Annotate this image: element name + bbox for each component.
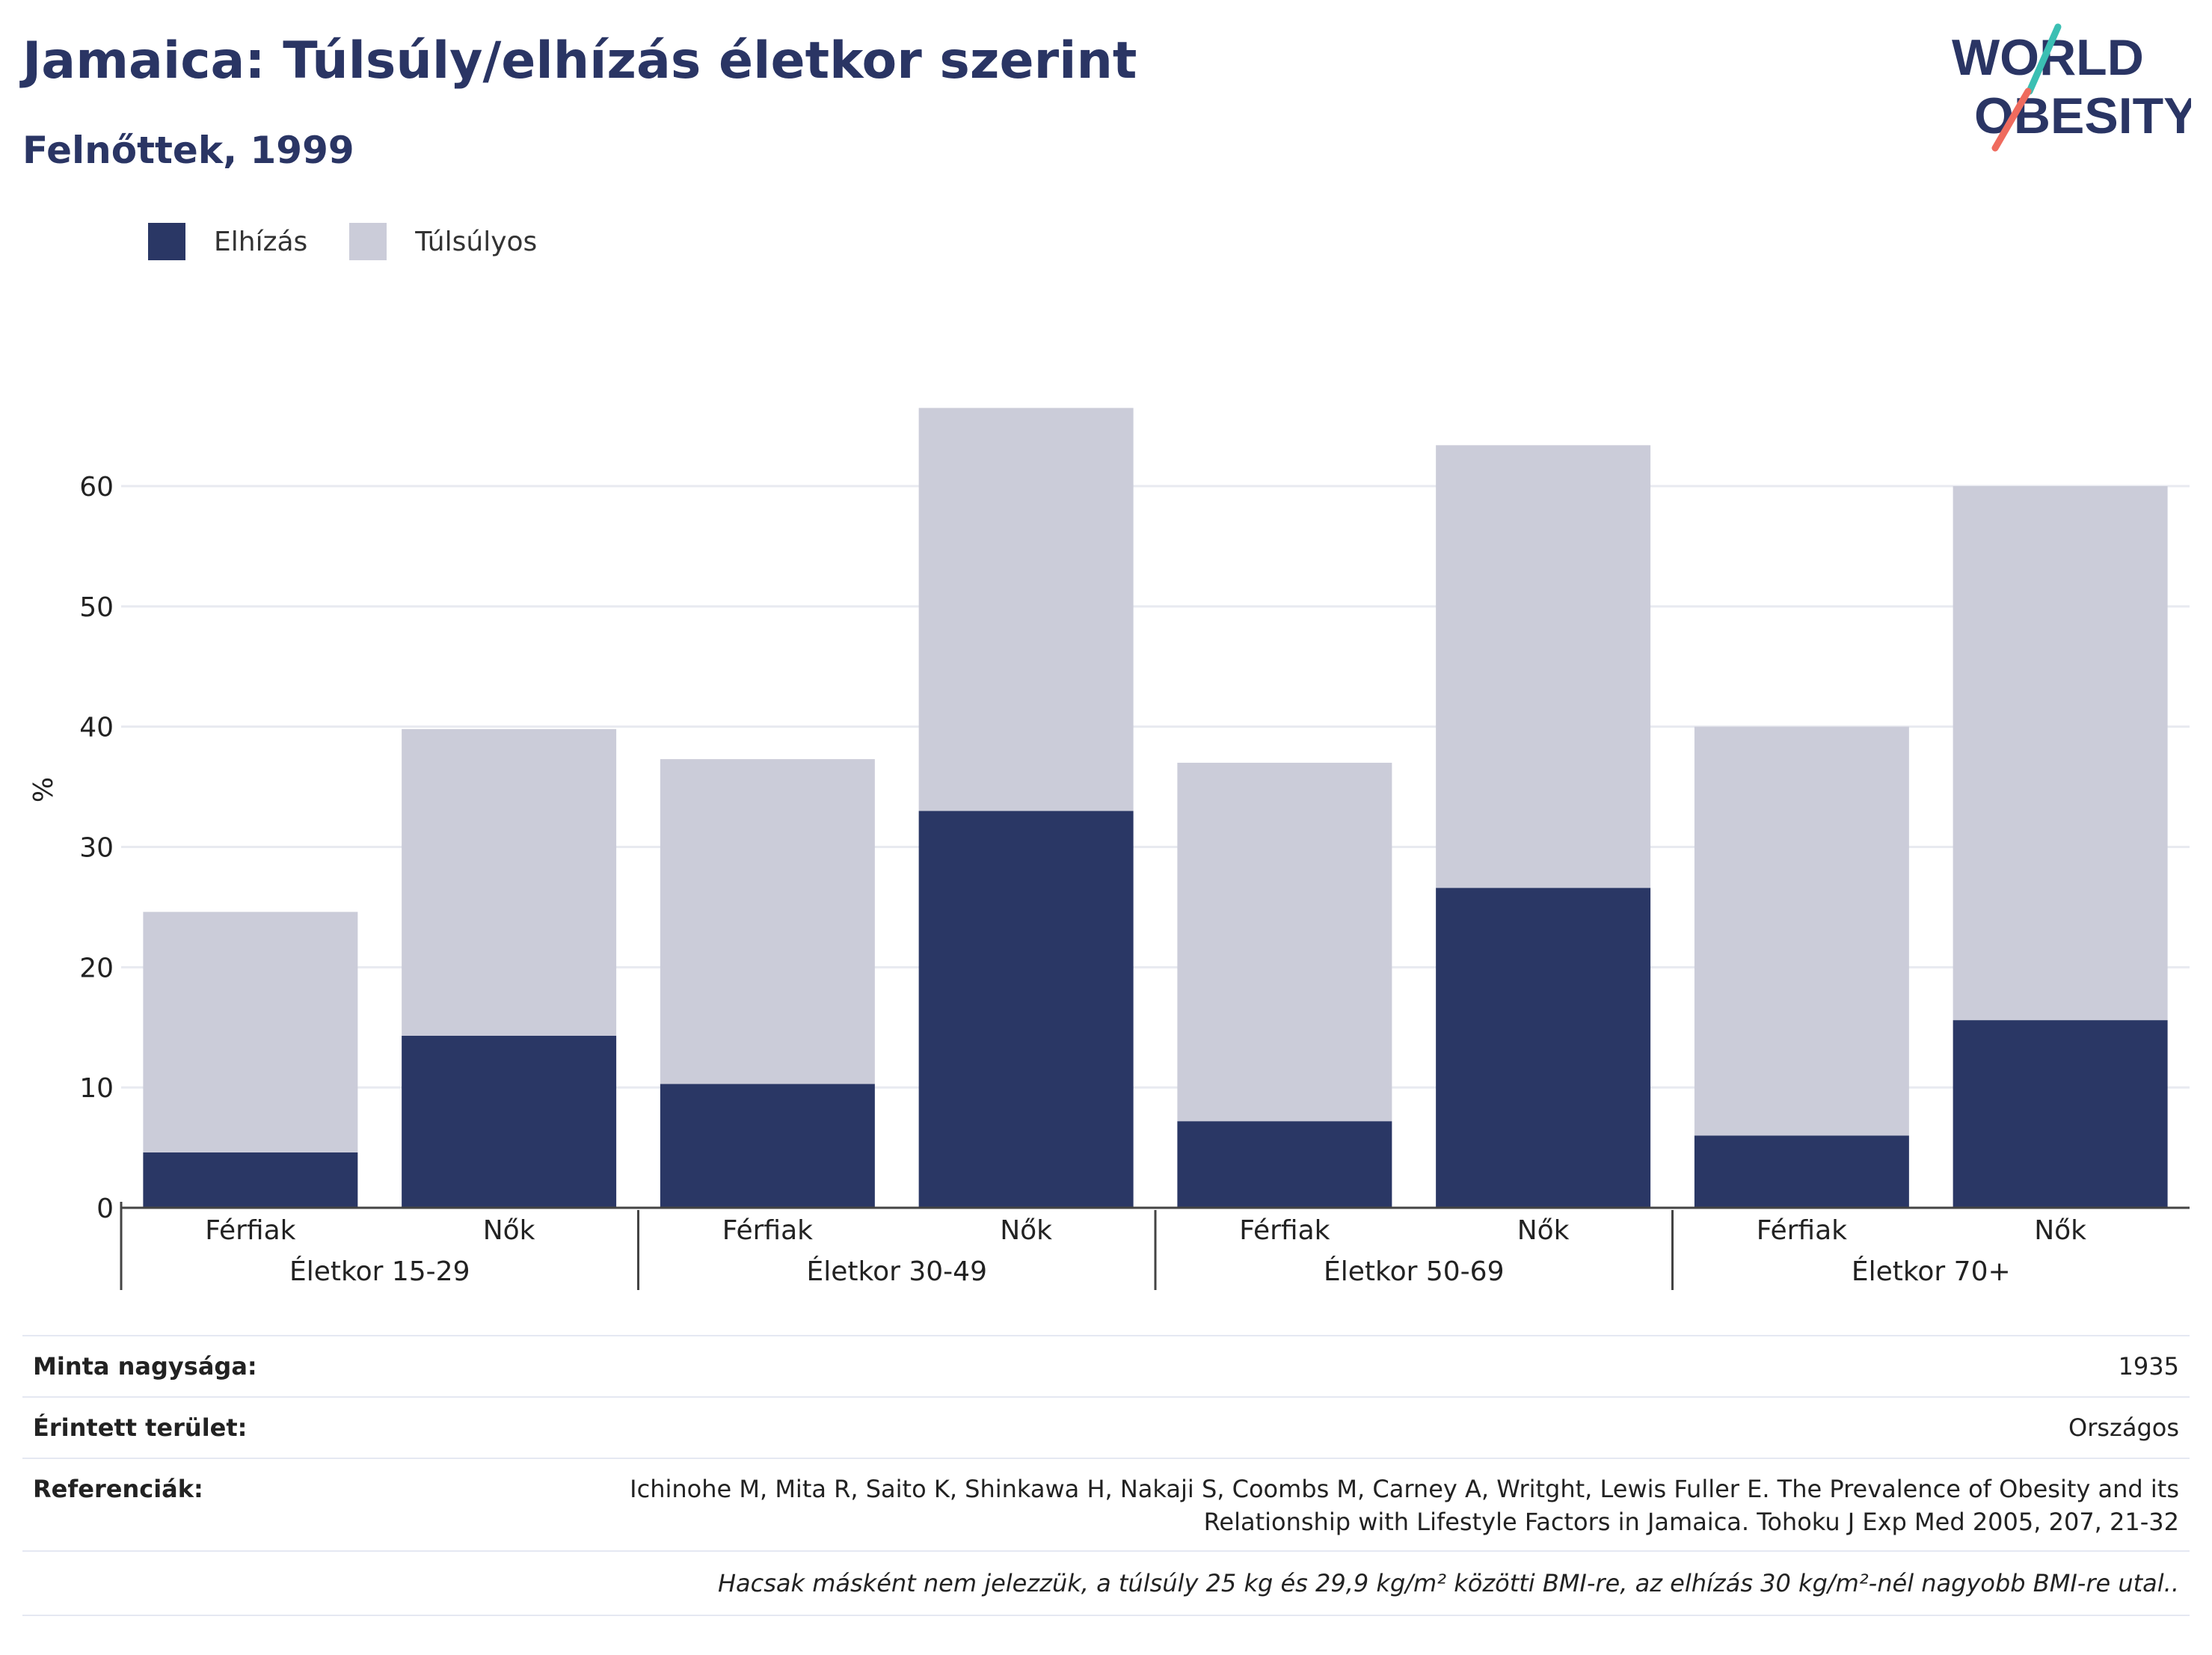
bar-tulsulyos <box>402 728 617 1037</box>
world-obesity-logo: WORLD OBESITY <box>1952 23 2191 152</box>
logo-slash-teal <box>2026 23 2062 95</box>
bar-tulsulyos <box>1436 445 1651 888</box>
definition-note: Hacsak másként nem jelezzük, a túlsúly 2… <box>717 1569 2179 1597</box>
bar-tulsulyos <box>918 408 1134 811</box>
bar-elhizas <box>918 811 1134 1208</box>
legend-item-elhizas: Elhízás <box>148 223 307 260</box>
x-axis: Férfiak Nők Férfiak Nők Férfiak Nők Férfiak Nők… <box>120 1202 2190 1290</box>
sample-size-value: 1935 <box>2118 1352 2179 1381</box>
bar-tulsulyos <box>1177 762 1392 1122</box>
bar-tulsulyos <box>1953 486 2168 1021</box>
meta-row-references: Referenciák: Ichinohe M, Mita R, Saito K… <box>22 1458 2190 1550</box>
x-group-label: Életkor 15-29 <box>289 1256 470 1287</box>
area-value: Országos <box>2068 1413 2179 1442</box>
bar-elhizas <box>1953 1020 2168 1208</box>
legend-swatch-elhizas <box>148 223 185 260</box>
sample-size-label: Minta nagysága: <box>33 1352 257 1381</box>
x-group-label: Életkor 70+ <box>1852 1256 2011 1287</box>
page-title: Jamaica: Túlsúly/elhízás életkor szerint <box>22 31 1137 90</box>
legend-label-tulsulyos: Túlsúlyos <box>415 226 538 257</box>
x-tick-label: Férfiak <box>205 1215 295 1246</box>
y-tick-label: 30 <box>79 833 114 864</box>
bar-tulsulyos <box>660 759 875 1084</box>
y-tick-label: 10 <box>79 1073 114 1104</box>
area-label: Érintett terület: <box>33 1413 248 1442</box>
x-tick-label: Férfiak <box>722 1215 813 1246</box>
x-tick-label: Férfiak <box>1757 1215 1847 1246</box>
x-group-label: Életkor 30-49 <box>807 1256 987 1287</box>
bar-elhizas <box>1694 1135 1909 1208</box>
meta-row-sample-size: Minta nagysága: 1935 <box>22 1335 2190 1396</box>
bar-elhizas <box>143 1152 358 1208</box>
bar-elhizas <box>402 1036 617 1208</box>
x-tick-label: Nők <box>483 1215 535 1246</box>
logo-slash-coral <box>1991 87 2032 152</box>
bar-elhizas <box>660 1084 875 1208</box>
bar-tulsulyos <box>1694 726 1909 1136</box>
page-subtitle: Felnőttek, 1999 <box>22 129 354 172</box>
x-tick-label: Férfiak <box>1239 1215 1330 1246</box>
x-tick-label: Nők <box>1517 1215 1570 1246</box>
y-tick-label: 40 <box>79 713 114 743</box>
x-tick-label: Nők <box>2034 1215 2086 1246</box>
reference-line-1: Ichinohe M, Mita R, Saito K, Shinkawa H,… <box>630 1475 2179 1503</box>
y-tick-label: 0 <box>96 1194 114 1224</box>
references-label: Referenciák: <box>33 1475 203 1503</box>
bar-elhizas <box>1436 888 1651 1208</box>
meta-row-area: Érintett terület: Országos <box>22 1396 2190 1458</box>
legend-swatch-tulsulyos <box>349 223 387 260</box>
y-tick-label: 60 <box>79 472 114 503</box>
y-tick-label: 50 <box>79 592 114 623</box>
chart-legend: Elhízás Túlsúlyos <box>148 223 579 260</box>
legend-label-elhizas: Elhízás <box>214 226 308 257</box>
y-axis-label: % <box>28 777 59 802</box>
bar-series <box>143 408 2168 1208</box>
references-value: Ichinohe M, Mita R, Saito K, Shinkawa H,… <box>630 1473 2179 1538</box>
x-tick-label: Nők <box>1000 1215 1052 1246</box>
x-group-label: Életkor 50-69 <box>1324 1256 1504 1287</box>
bar-tulsulyos <box>143 912 358 1153</box>
reference-line-2: Relationship with Lifestyle Factors in J… <box>1203 1508 2179 1536</box>
y-axis-ticks: 0 10 20 30 40 50 60 <box>79 472 114 1224</box>
bar-elhizas <box>1177 1121 1392 1208</box>
legend-item-tulsulyos: Túlsúlyos <box>349 223 537 260</box>
y-tick-label: 20 <box>79 953 114 983</box>
meta-row-note: Hacsak másként nem jelezzük, a túlsúly 2… <box>22 1550 2190 1616</box>
metadata-table: Minta nagysága: 1935 Érintett terület: O… <box>22 1335 2190 1616</box>
